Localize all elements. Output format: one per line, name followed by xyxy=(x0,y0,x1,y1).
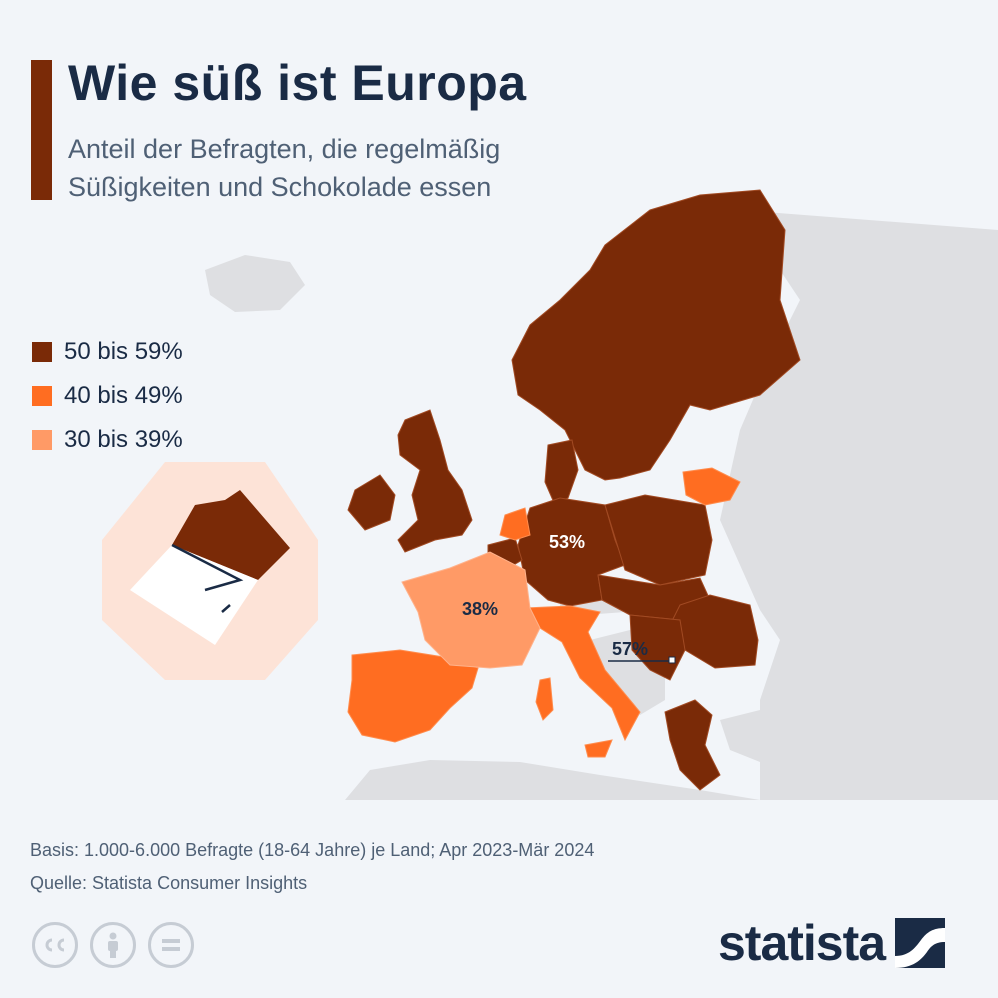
label-balkans-marker xyxy=(668,656,676,664)
inset-land-light xyxy=(130,545,258,645)
legend-item-30-39: 30 bis 39% xyxy=(32,418,183,462)
denmark xyxy=(544,439,579,506)
map-legend: 50 bis 59% 40 bis 49% 30 bis 39% xyxy=(32,330,183,462)
footer-notes: Basis: 1.000-6.000 Befragte (18-64 Jahre… xyxy=(30,834,594,900)
attribution-icon[interactable] xyxy=(90,922,136,968)
title-accent-bar xyxy=(31,60,52,200)
label-france: 38% xyxy=(462,599,498,619)
legend-swatch xyxy=(32,386,52,406)
inset-marker-lines xyxy=(171,543,244,613)
great-britain xyxy=(397,409,473,553)
france xyxy=(401,551,541,669)
legend-label: 30 bis 39% xyxy=(64,426,183,453)
sardinia xyxy=(535,677,554,721)
north-africa xyxy=(345,760,760,800)
tier-50-59 xyxy=(347,189,801,791)
cc-glyph xyxy=(45,938,65,952)
logo-wordmark: statista xyxy=(718,915,886,971)
page-title: Wie süß ist Europa xyxy=(68,55,527,111)
legend-label: 40 bis 49% xyxy=(64,382,183,409)
legend-label: 50 bis 59% xyxy=(64,338,183,365)
tier-30-39 xyxy=(401,551,541,669)
legend-item-50-59: 50 bis 59% xyxy=(32,330,183,374)
equals-glyph xyxy=(162,939,180,951)
footer-basis: Basis: 1.000-6.000 Befragte (18-64 Jahre… xyxy=(30,840,595,860)
subtitle-line-1: Anteil der Befragten, die regelmäßig xyxy=(68,134,501,164)
romania xyxy=(669,594,759,669)
statista-logo[interactable]: statista xyxy=(718,914,946,972)
netherlands xyxy=(499,507,531,541)
poland xyxy=(604,494,713,586)
turkey xyxy=(720,700,920,770)
subtitle-line-2: Süßigkeiten und Schokolade essen xyxy=(68,172,492,202)
malta-inset xyxy=(102,462,318,680)
legend-swatch xyxy=(32,342,52,362)
ireland xyxy=(347,474,396,531)
tier-40-49 xyxy=(347,467,741,758)
iceland xyxy=(205,255,305,312)
logo-mark-icon xyxy=(895,918,946,968)
legend-swatch xyxy=(32,430,52,450)
italy xyxy=(524,605,641,742)
lithuania xyxy=(682,467,741,506)
footer-source: Quelle: Statista Consumer Insights xyxy=(30,873,308,893)
label-balkans: 57% xyxy=(612,639,648,659)
person-glyph xyxy=(108,932,118,958)
serbia-montenegro xyxy=(629,614,686,681)
scandinavia xyxy=(511,189,801,481)
inset-land-dark xyxy=(172,490,290,580)
greece xyxy=(664,699,721,791)
no-derivatives-icon[interactable] xyxy=(148,922,194,968)
cc-icon[interactable] xyxy=(32,922,78,968)
license-icons xyxy=(32,922,194,968)
label-germany: 53% xyxy=(549,532,585,552)
sicily xyxy=(584,739,613,758)
page-subtitle: Anteil der Befragten, die regelmäßig Süß… xyxy=(68,130,500,206)
legend-item-40-49: 40 bis 49% xyxy=(32,374,183,418)
